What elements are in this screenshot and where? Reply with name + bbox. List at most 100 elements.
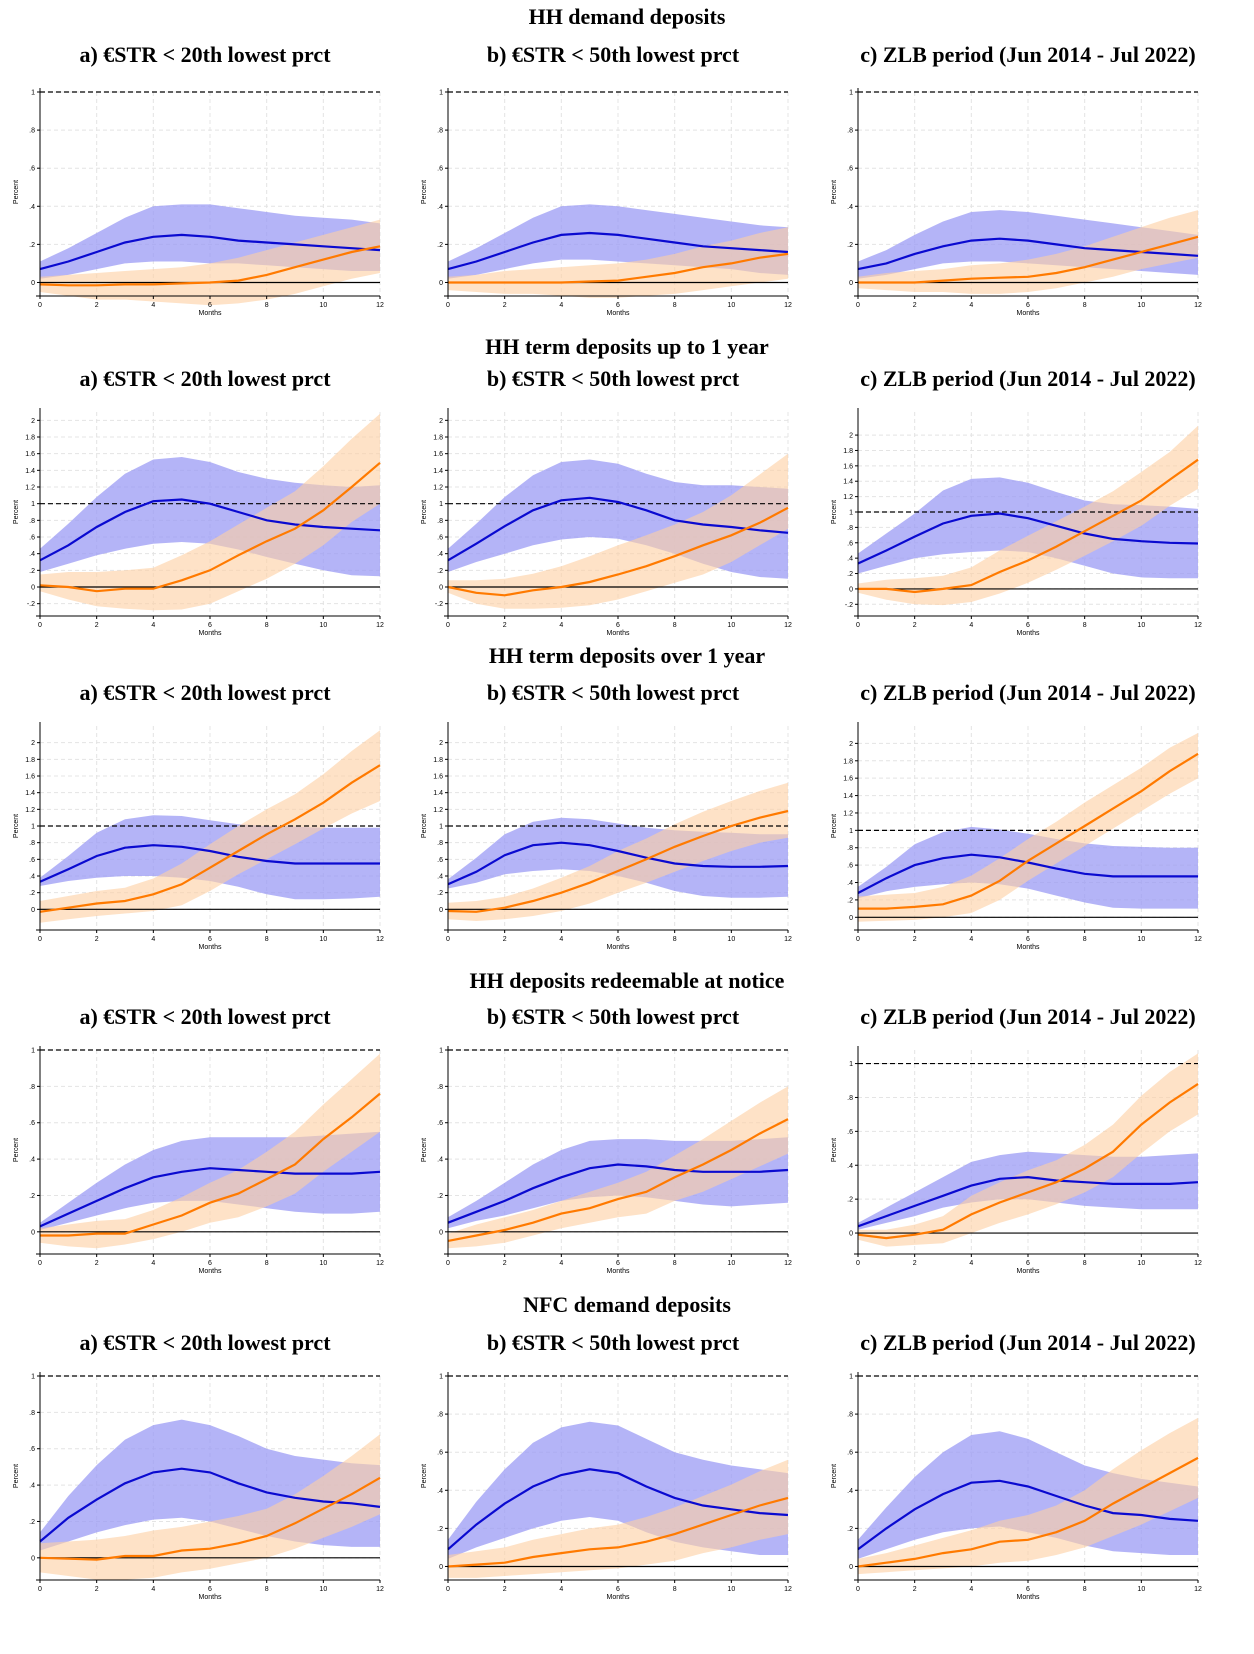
x-tick-label: 12: [784, 622, 792, 629]
y-tick-label: 1.6: [843, 463, 853, 470]
confidence-band-orange: [40, 413, 380, 611]
series-line-blue: [857, 1479, 1199, 1551]
y-axis-title: Percent: [831, 814, 838, 838]
x-tick-label: 6: [1026, 622, 1030, 629]
y-axis-title: Percent: [831, 180, 838, 204]
y-tick-label: .4: [29, 1157, 35, 1164]
y-tick-label: 2: [849, 433, 853, 440]
x-tick-label: 8: [673, 936, 677, 943]
y-tick-label: .4: [29, 874, 35, 881]
y-tick-label: 1.8: [843, 758, 853, 765]
x-tick-label: 10: [727, 622, 735, 629]
y-tick-label: .4: [437, 1157, 443, 1164]
y-tick-label: 1: [439, 1374, 443, 1381]
x-tick-label: 12: [1194, 622, 1202, 629]
y-tick-label: 1.2: [843, 494, 853, 501]
x-tick-label: 12: [1194, 1586, 1202, 1593]
y-tick-label: .6: [437, 857, 443, 864]
series-line-orange: [447, 1496, 789, 1568]
x-tick-label: 10: [319, 936, 327, 943]
x-tick-label: 4: [559, 1586, 563, 1593]
series-line-orange: [39, 245, 381, 287]
x-tick-label: 4: [559, 302, 563, 309]
confidence-band-orange: [40, 1434, 380, 1580]
panel-title: b) €STR < 50th lowest prct: [486, 1004, 740, 1029]
x-tick-label: 2: [95, 1260, 99, 1267]
confidence-band-orange: [858, 1417, 1198, 1575]
y-tick-label: 0: [31, 585, 35, 592]
y-tick-label: 1.6: [25, 774, 35, 781]
y-tick-label: .6: [29, 1446, 35, 1453]
y-tick-label: .4: [847, 1163, 853, 1170]
x-tick-label: 12: [376, 936, 384, 943]
confidence-band-orange: [858, 210, 1198, 294]
y-tick-label: 1.2: [843, 810, 853, 817]
series-line-blue: [39, 1467, 381, 1543]
y-axis-title: Percent: [13, 180, 20, 204]
y-tick-label: 1.4: [433, 468, 443, 475]
x-tick-label: 8: [1083, 622, 1087, 629]
y-tick-label: 1: [31, 1048, 35, 1055]
x-tick-label: 10: [1137, 1260, 1145, 1267]
y-tick-label: .2: [437, 242, 443, 249]
row-title: HH term deposits up to 1 year: [485, 334, 769, 359]
y-tick-label: .4: [847, 204, 853, 211]
y-tick-label: .2: [847, 1197, 853, 1204]
y-axis-title: Percent: [13, 814, 20, 838]
y-tick-label: 0: [439, 280, 443, 287]
y-tick-label: .2: [847, 1526, 853, 1533]
y-tick-label: .2: [437, 1193, 443, 1200]
confidence-band-orange: [448, 453, 788, 609]
x-axis-title: Months: [607, 630, 630, 637]
irf-chart: -.2 0 .2 .4 .6 .8 1 1.2 1.4 1.6 1.8 2 0 2 4 6 8 10 12 Month…: [421, 408, 792, 637]
x-tick-label: 6: [208, 302, 212, 309]
panel-title: a) €STR < 20th lowest prct: [79, 1330, 331, 1355]
x-tick-label: 8: [1083, 936, 1087, 943]
series-line-orange: [858, 235, 1199, 284]
x-tick-label: 0: [446, 622, 450, 629]
y-axis-title: Percent: [13, 1138, 20, 1162]
y-tick-label: .4: [847, 556, 853, 563]
y-tick-label: .2: [437, 568, 443, 575]
y-tick-label: .2: [29, 568, 35, 575]
x-tick-label: 6: [1026, 302, 1030, 309]
x-axis-title: Months: [1017, 1594, 1040, 1601]
x-tick-label: 4: [151, 936, 155, 943]
x-tick-label: 10: [1137, 302, 1145, 309]
x-tick-label: 8: [265, 1260, 269, 1267]
x-tick-label: 8: [1083, 1260, 1087, 1267]
x-tick-label: 4: [969, 1586, 973, 1593]
panel-title: a) €STR < 20th lowest prct: [79, 366, 331, 391]
x-tick-label: 10: [319, 302, 327, 309]
x-tick-label: 6: [208, 936, 212, 943]
y-tick-label: 1.2: [25, 807, 35, 814]
x-tick-label: 8: [673, 302, 677, 309]
x-tick-label: 8: [265, 1586, 269, 1593]
x-tick-label: 8: [265, 302, 269, 309]
panel-title: a) €STR < 20th lowest prct: [79, 680, 331, 705]
x-axis-title: Months: [199, 630, 222, 637]
series-line-blue: [447, 231, 789, 271]
y-tick-label: 1.6: [433, 774, 443, 781]
y-tick-label: 1.2: [25, 485, 35, 492]
x-tick-label: 12: [376, 302, 384, 309]
y-tick-label: 1.4: [25, 790, 35, 797]
x-tick-label: 10: [319, 1260, 327, 1267]
y-tick-label: 1.8: [433, 435, 443, 442]
confidence-band-blue: [858, 477, 1198, 579]
y-tick-label: .8: [847, 1412, 853, 1419]
y-tick-label: 1.8: [25, 435, 35, 442]
y-tick-label: .8: [437, 840, 443, 847]
y-tick-label: 1: [31, 90, 35, 97]
y-tick-label: .6: [29, 535, 35, 542]
x-tick-label: 0: [446, 936, 450, 943]
x-tick-label: 12: [784, 1260, 792, 1267]
y-tick-label: .6: [437, 166, 443, 173]
y-axis-title: Percent: [421, 500, 428, 524]
y-tick-label: 1: [439, 90, 443, 97]
series-line-blue: [447, 1468, 789, 1551]
x-tick-label: 0: [446, 1586, 450, 1593]
x-tick-label: 12: [376, 622, 384, 629]
